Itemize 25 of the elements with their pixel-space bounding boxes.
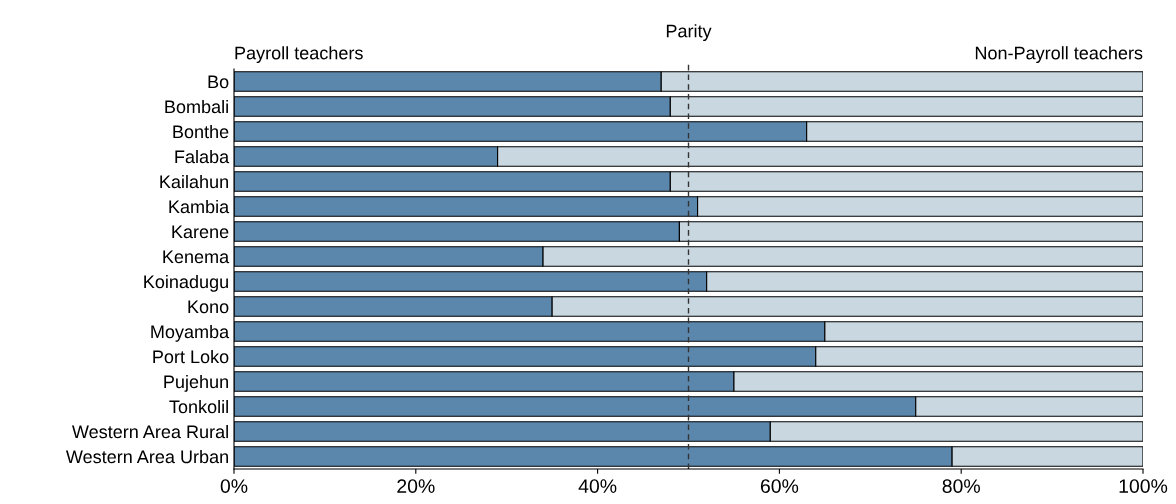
y-tick-label: Karene	[172, 225, 229, 239]
y-tick-label: Kono	[188, 300, 229, 314]
x-tick-label: 40%	[578, 479, 617, 493]
y-tick-label: Port Loko	[153, 349, 229, 364]
y-tick-label: Pujehun	[164, 374, 228, 392]
y-tick-label: Western Area Rural	[71, 424, 228, 439]
y-tick-label: Kailahun	[160, 174, 228, 189]
y-tick-label: Bombali	[165, 99, 228, 114]
y-tick-label: Kambia	[169, 199, 230, 214]
y-tick-label: Tonkolil	[169, 399, 228, 414]
series-label: Payroll teachers	[235, 46, 363, 63]
y-tick-label: Moyamba	[151, 324, 230, 342]
y-tick-label: Koinadugu	[144, 274, 228, 292]
x-tick-label: 80%	[942, 479, 980, 493]
series-label: Non-Payroll teachers	[975, 46, 1143, 63]
y-tick-label: Bo	[208, 75, 229, 89]
y-tick-label: Falaba	[175, 149, 230, 164]
x-tick-label: 20%	[397, 479, 435, 493]
x-tick-label: 60%	[760, 479, 799, 493]
x-tick-label: 100%	[1119, 479, 1168, 493]
y-tick-label: Bonthe	[173, 124, 229, 139]
x-tick-label: 0%	[220, 479, 248, 493]
y-tick-label: Kenema	[163, 250, 230, 264]
ref-line-label: Parity	[666, 24, 712, 41]
y-tick-label: Western Area Urban	[65, 449, 228, 464]
